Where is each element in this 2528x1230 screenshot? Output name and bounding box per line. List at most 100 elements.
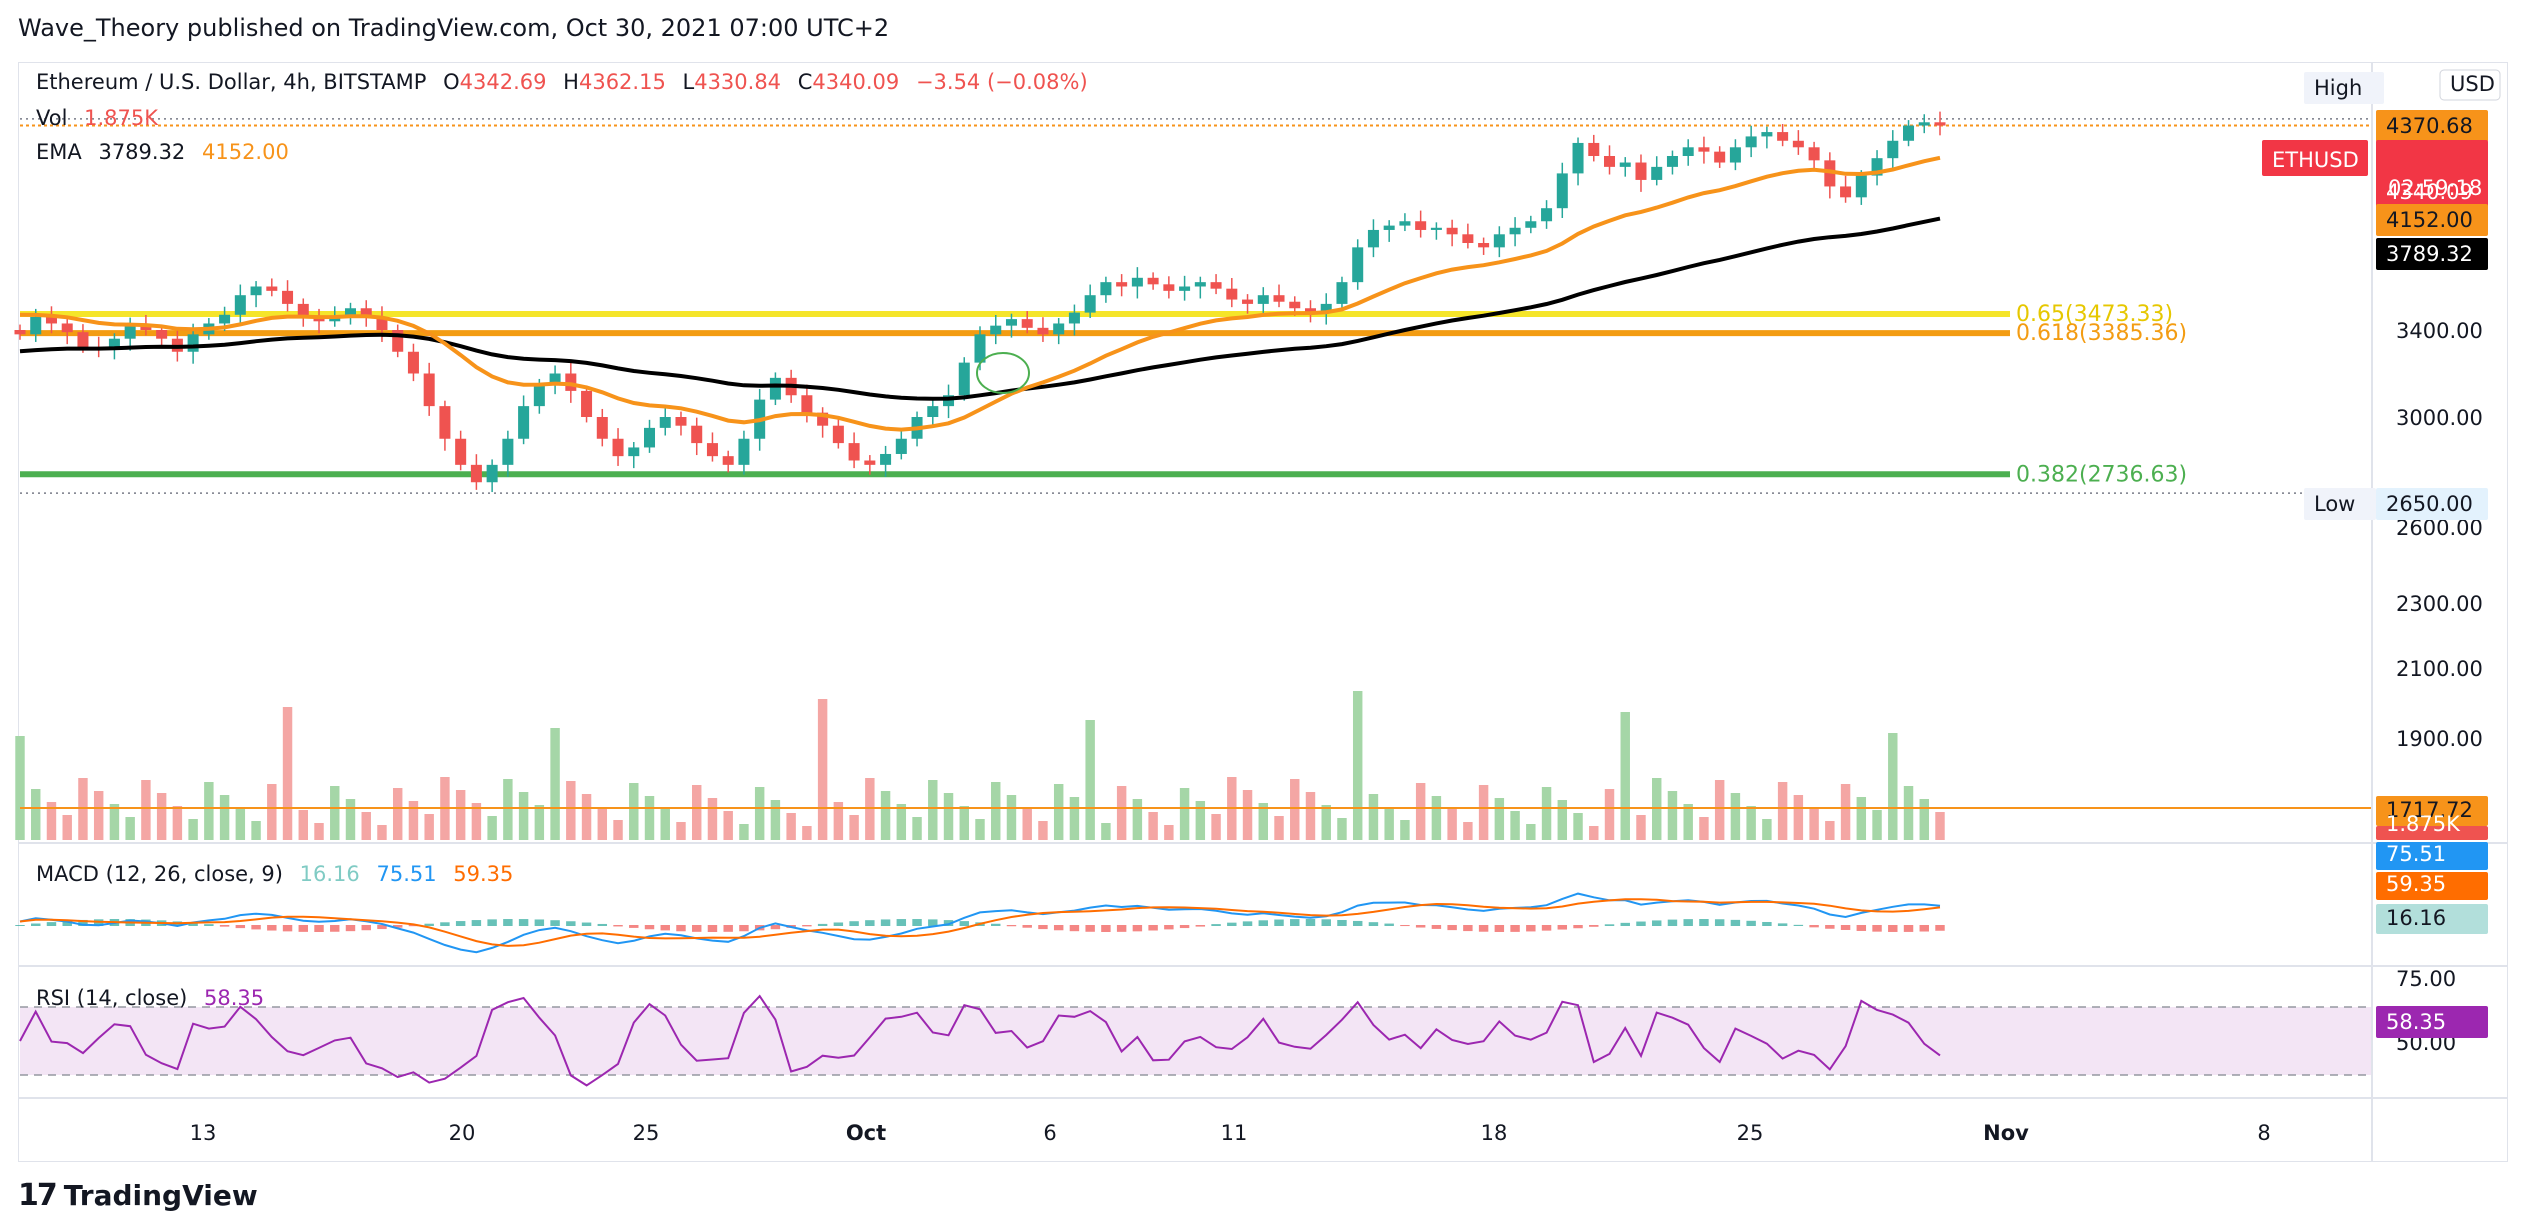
candle-body <box>1147 277 1159 285</box>
candle-body <box>974 334 986 363</box>
tradingview-brand[interactable]: 17 TradingView <box>18 1178 258 1213</box>
candle-body <box>1352 247 1364 283</box>
volume-bar <box>1132 799 1143 840</box>
candle-body <box>628 447 640 457</box>
volume-bar <box>833 802 844 840</box>
volume-bar <box>629 783 639 840</box>
price-tick-label: 2100.00 <box>2396 657 2483 681</box>
candle-body <box>1619 162 1631 167</box>
volume-bar <box>251 821 261 840</box>
volume-bar <box>880 791 891 840</box>
close-label: C <box>797 70 813 94</box>
macd-histogram-bar <box>959 921 969 926</box>
macd-histogram-bar <box>534 919 545 926</box>
volume-bar <box>1337 818 1347 840</box>
symbol-badge-bg <box>2262 140 2368 176</box>
macd-histogram-bar <box>1809 925 1819 928</box>
macd-histogram-bar <box>1022 925 1032 928</box>
macd-badge-bg <box>2376 842 2488 870</box>
high-value: 4362.15 <box>578 70 666 94</box>
volume-bar <box>267 784 277 840</box>
volume-bar <box>204 782 214 840</box>
macd-histogram-bar <box>1935 925 1945 931</box>
macd-histogram-bar <box>46 922 57 926</box>
candle-body <box>1383 225 1395 230</box>
candle-body <box>848 443 860 461</box>
candle-body <box>1257 295 1269 304</box>
candle-body <box>1336 282 1348 304</box>
hist-badge-bg <box>2376 904 2488 934</box>
candle-body <box>1289 301 1301 309</box>
low-label: L <box>682 70 695 94</box>
volume-bar <box>754 787 765 840</box>
macd-pane <box>15 892 1945 954</box>
candle-body <box>297 303 309 317</box>
candle-body <box>1194 282 1206 287</box>
macd-histogram-bar <box>1447 925 1457 931</box>
volume-bar <box>1809 808 1819 840</box>
volume-bar <box>1053 784 1064 840</box>
ema-fast-badge: 4152.00 <box>2386 208 2473 232</box>
macd-histogram-bar <box>1777 923 1788 926</box>
candle-body <box>329 316 341 322</box>
macd-histogram-bar <box>377 925 387 930</box>
candle-body <box>596 417 608 439</box>
candle-body <box>234 295 246 315</box>
candle-body <box>1745 136 1757 148</box>
volume-bar <box>770 800 781 840</box>
volume-bar <box>723 811 733 840</box>
macd-histogram-bar <box>707 925 718 932</box>
macd-histogram-bar <box>1652 920 1662 926</box>
candle-body <box>1493 234 1505 248</box>
candle-body <box>738 438 750 465</box>
candle-body <box>1651 166 1663 180</box>
vol-badge-bg <box>2376 826 2488 840</box>
volume-bar <box>1400 820 1410 840</box>
price-tick-label: 3400.00 <box>2396 319 2483 343</box>
macd-histogram-bar <box>1164 925 1174 930</box>
volume-bar <box>1888 733 1898 840</box>
macd-histogram-bar <box>1400 925 1410 927</box>
volume-bar <box>1211 814 1221 840</box>
macd-histogram-bar <box>1258 920 1268 926</box>
macd-histogram-bar <box>188 922 198 926</box>
macd-histogram-bar <box>1274 919 1284 926</box>
candle-body <box>1887 140 1899 159</box>
time-axis-label: 20 <box>449 1121 476 1145</box>
volume-bar <box>1290 779 1300 840</box>
macd-histogram-bar <box>739 925 749 932</box>
candle-body <box>282 290 294 304</box>
macd-histogram-bar <box>267 925 277 931</box>
macd-histogram-bar <box>1179 925 1190 929</box>
volume-bar <box>1872 810 1882 840</box>
macd-histogram-bar <box>518 919 529 926</box>
macd-histogram-bar <box>1903 925 1914 932</box>
candle-body <box>1430 227 1442 230</box>
volume-bar <box>503 779 513 840</box>
macd-histogram-bar <box>1494 925 1505 932</box>
candle-body <box>1226 288 1238 300</box>
volume-bar <box>93 791 104 840</box>
rsi-pane <box>19 994 2372 1087</box>
candle-body <box>1116 282 1128 287</box>
macd-histogram-bar <box>314 925 324 932</box>
candle-body <box>423 373 435 407</box>
volume-bar <box>1148 812 1158 840</box>
vol-ma-badge-bg <box>2376 796 2488 826</box>
change-value: −3.54 (−0.08%) <box>915 70 1088 94</box>
macd-histogram-bar <box>597 923 608 926</box>
hist-badge: 16.16 <box>2386 906 2446 930</box>
volume-bar <box>1258 803 1268 840</box>
macd-hist-legend: 16.16 <box>299 862 360 886</box>
candle-body <box>266 286 278 291</box>
volume-bar <box>235 808 246 840</box>
rsi-badge-bg <box>2376 1006 2488 1038</box>
vol-value: 1.875K <box>84 106 158 130</box>
volume-bar <box>330 786 340 840</box>
candle-body <box>943 395 955 407</box>
macd-histogram-bar <box>1069 925 1080 932</box>
volume-bar <box>282 707 293 840</box>
candle-body <box>1304 308 1316 313</box>
macd-histogram-bar <box>1573 925 1583 929</box>
